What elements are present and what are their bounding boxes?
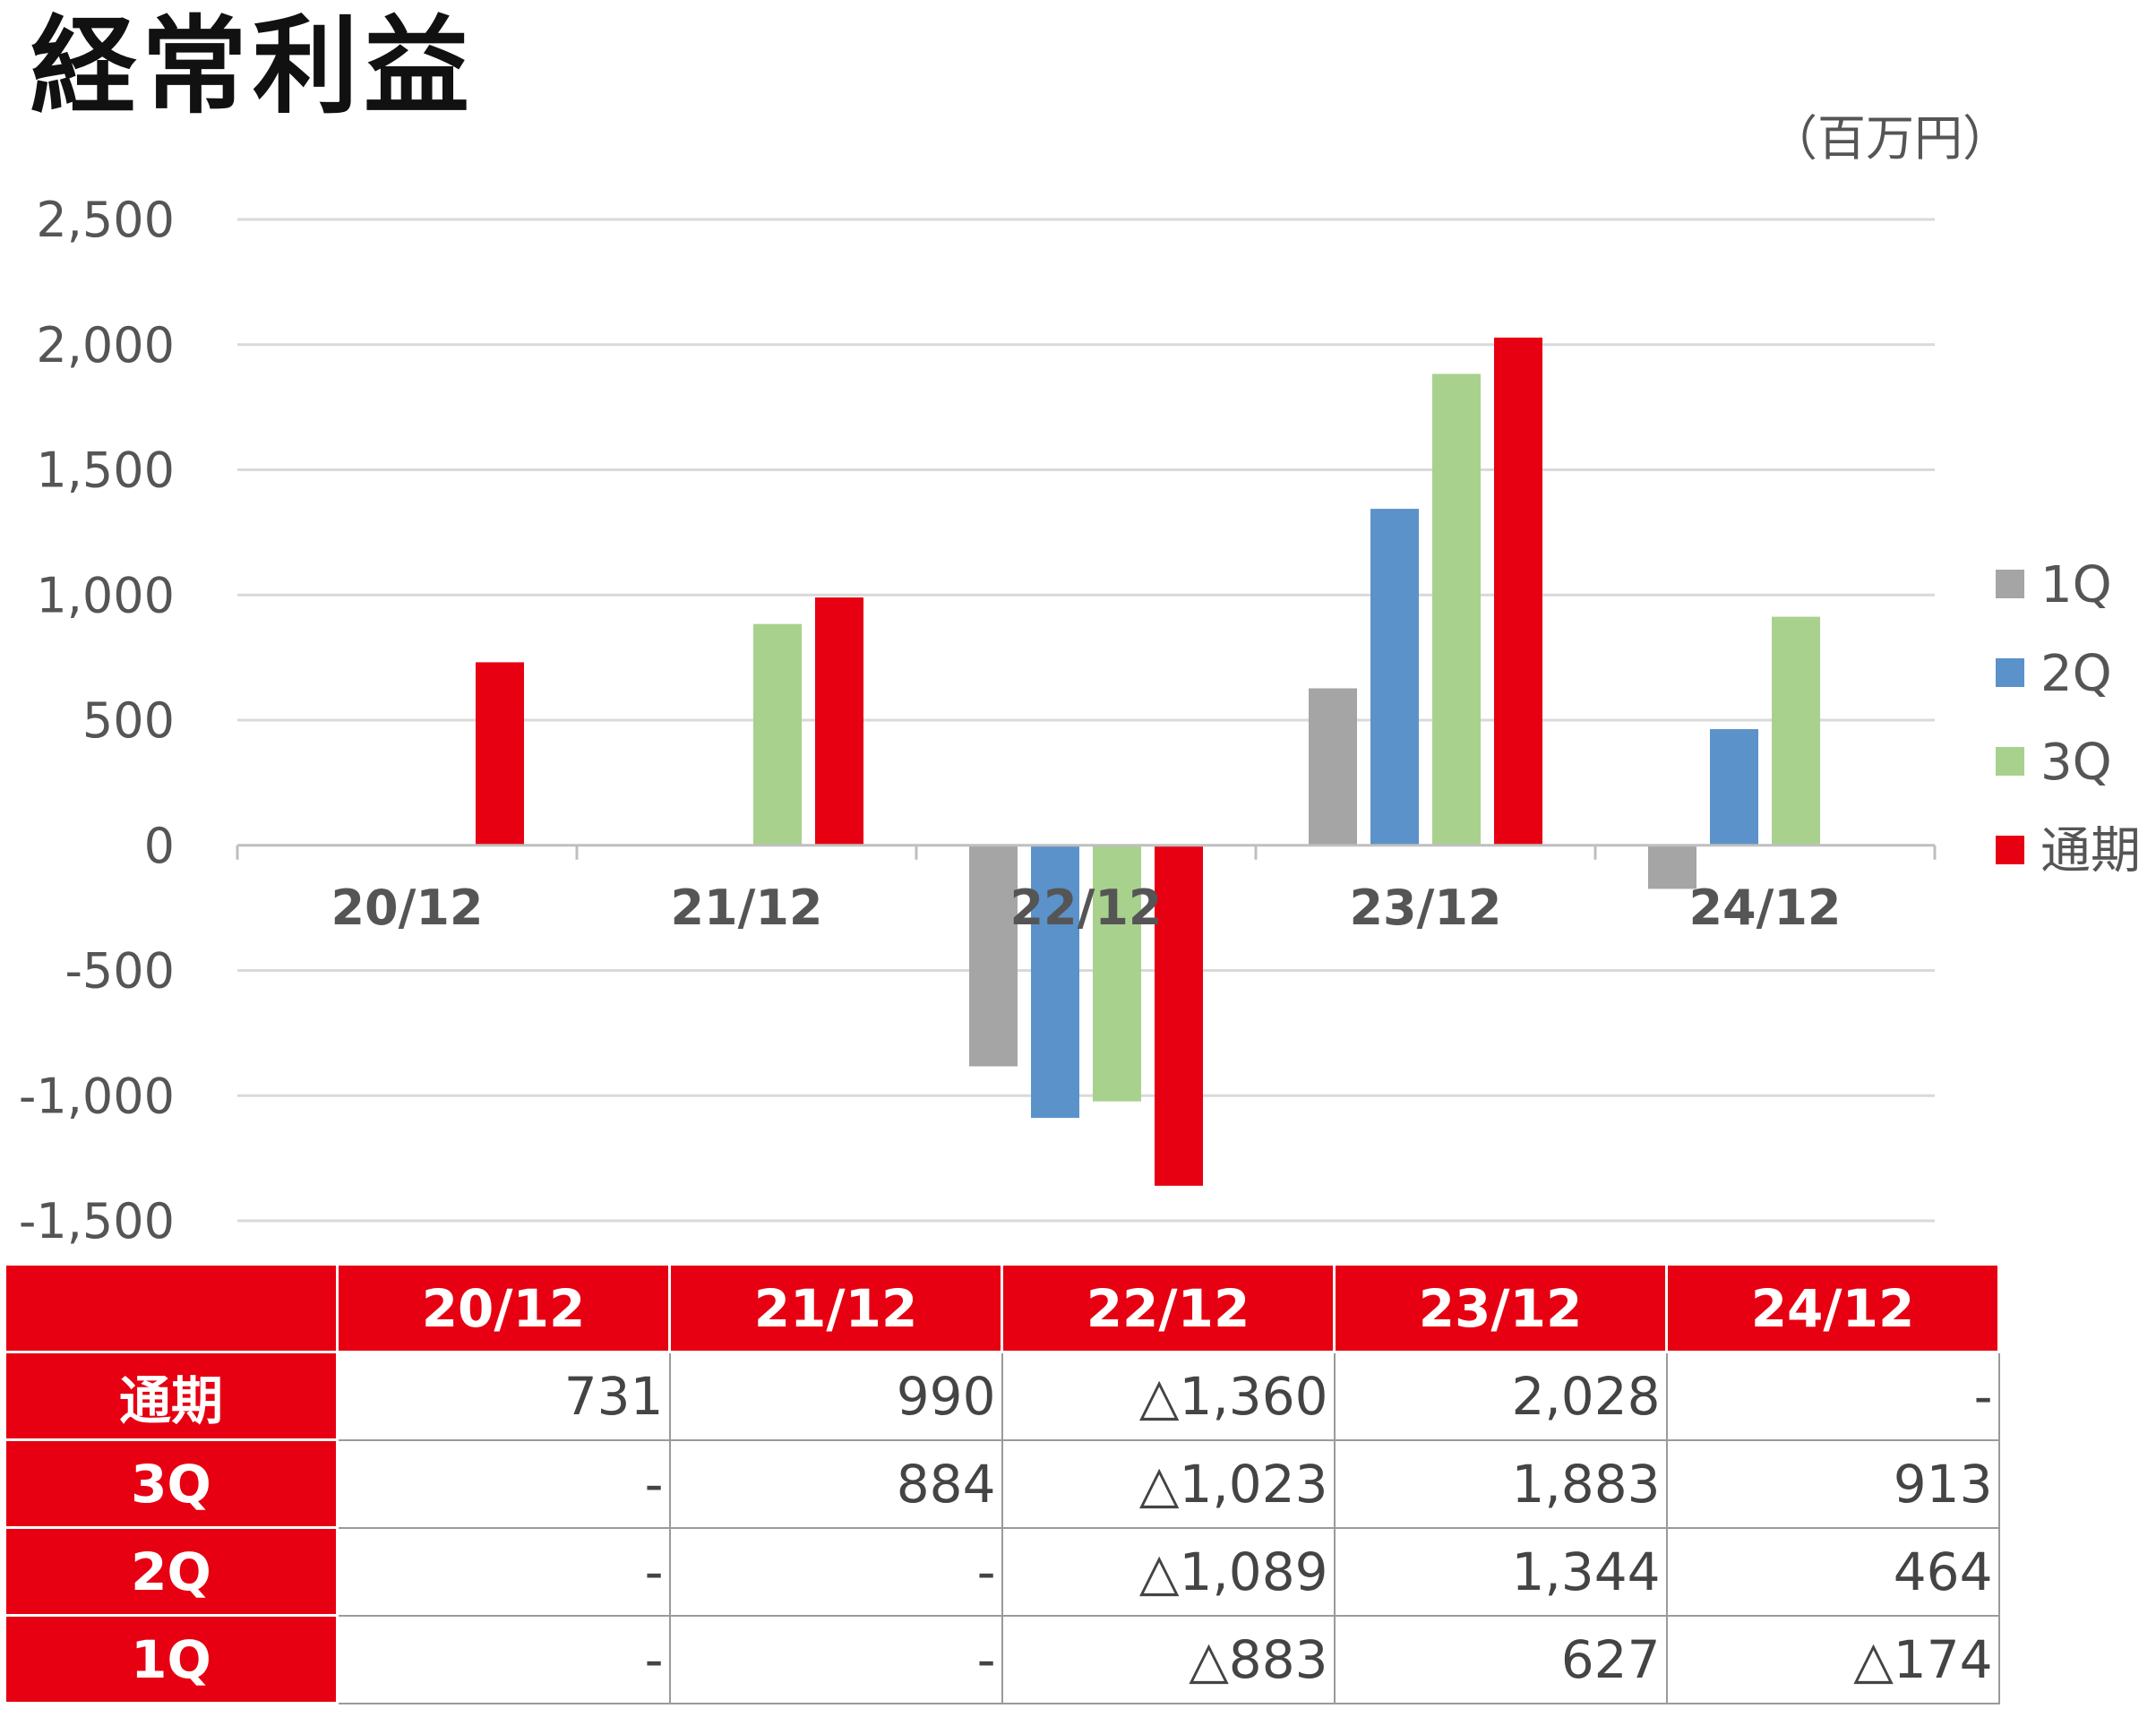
y-tick-label: 2,500 bbox=[36, 192, 175, 248]
legend-swatch bbox=[1996, 570, 2024, 598]
table-cell: 1,883 bbox=[1333, 1438, 1668, 1529]
table-cell: 884 bbox=[668, 1438, 1003, 1529]
table-row: 通期 731 990 △1,360 2,028 - bbox=[4, 1351, 2000, 1441]
bar bbox=[1494, 337, 1542, 846]
chart-title: 経常利益 bbox=[30, 4, 476, 128]
table-cell: △1,023 bbox=[1001, 1438, 1336, 1529]
bar bbox=[753, 623, 802, 846]
bar bbox=[1093, 845, 1141, 1102]
table-row: 2Q - - △1,089 1,344 464 bbox=[4, 1526, 2000, 1617]
table-cell: - bbox=[668, 1526, 1003, 1617]
legend-swatch bbox=[1996, 836, 2024, 864]
table-cell: △174 bbox=[1665, 1614, 2000, 1704]
y-tick-label: 1,500 bbox=[36, 442, 175, 499]
table-row-header: 1Q bbox=[4, 1614, 339, 1704]
table-corner-cell bbox=[4, 1263, 339, 1353]
table-cell: 731 bbox=[336, 1351, 671, 1441]
y-tick-label: 500 bbox=[82, 692, 175, 749]
table-column-header: 21/12 bbox=[668, 1263, 1003, 1353]
table-column-header: 24/12 bbox=[1665, 1263, 2000, 1353]
bar bbox=[1710, 729, 1758, 846]
table-row-header: 2Q bbox=[4, 1526, 339, 1617]
y-tick-label: 2,000 bbox=[36, 317, 175, 373]
legend-swatch bbox=[1996, 658, 2024, 687]
x-tick-label: 24/12 bbox=[1688, 880, 1841, 936]
table-row: 1Q - - △883 627 △174 bbox=[4, 1614, 2000, 1704]
legend-swatch bbox=[1996, 747, 2024, 776]
y-tick-label: 1,000 bbox=[36, 567, 175, 623]
table-column-header: 22/12 bbox=[1001, 1263, 1336, 1353]
table-cell: 627 bbox=[1333, 1614, 1668, 1704]
table-column-header: 23/12 bbox=[1333, 1263, 1668, 1353]
table-cell: △1,089 bbox=[1001, 1526, 1336, 1617]
y-tick-label: -1,500 bbox=[19, 1193, 175, 1249]
table-row: 3Q - 884 △1,023 1,883 913 bbox=[4, 1438, 2000, 1529]
bar bbox=[1772, 616, 1820, 846]
table-cell: 2,028 bbox=[1333, 1351, 1668, 1441]
table-cell: △1,360 bbox=[1001, 1351, 1336, 1441]
table-cell: 990 bbox=[668, 1351, 1003, 1441]
legend-label: 3Q bbox=[2040, 734, 2112, 792]
y-tick-label: -500 bbox=[64, 943, 175, 1000]
bar bbox=[1155, 845, 1203, 1186]
y-tick-label: 0 bbox=[144, 818, 175, 874]
table-header-row: 20/12 21/12 22/12 23/12 24/12 bbox=[4, 1263, 2000, 1353]
bar bbox=[815, 597, 863, 846]
table-row-header: 3Q bbox=[4, 1438, 339, 1529]
y-tick-label: -1,000 bbox=[19, 1068, 175, 1124]
bar bbox=[476, 662, 524, 846]
bar bbox=[1370, 509, 1419, 846]
data-table: 20/12 21/12 22/12 23/12 24/12 通期 731 990… bbox=[4, 1263, 2000, 1704]
x-tick-label: 23/12 bbox=[1349, 880, 1501, 936]
bar bbox=[969, 845, 1018, 1067]
bar bbox=[1031, 845, 1079, 1119]
legend-label: 通期 bbox=[2040, 822, 2141, 880]
table-cell: 1,344 bbox=[1333, 1526, 1668, 1617]
bar bbox=[1309, 688, 1357, 846]
table-cell: - bbox=[336, 1526, 671, 1617]
x-tick-label: 21/12 bbox=[670, 880, 822, 936]
table-cell: △883 bbox=[1001, 1614, 1336, 1704]
bar bbox=[1432, 373, 1481, 846]
legend-label: 2Q bbox=[2040, 645, 2112, 703]
table-cell: - bbox=[336, 1614, 671, 1704]
table-cell: 913 bbox=[1665, 1438, 2000, 1529]
table-row-header: 通期 bbox=[4, 1351, 339, 1441]
x-tick-label: 20/12 bbox=[331, 880, 483, 936]
table-cell: 464 bbox=[1665, 1526, 2000, 1617]
legend-label: 1Q bbox=[2040, 556, 2112, 614]
bar bbox=[1648, 845, 1696, 889]
table-cell: - bbox=[336, 1438, 671, 1529]
x-tick-label: 22/12 bbox=[1009, 880, 1162, 936]
unit-label: （百万円） bbox=[1769, 110, 2011, 167]
table-column-header: 20/12 bbox=[336, 1263, 671, 1353]
table-cell: - bbox=[1665, 1351, 2000, 1441]
table-cell: - bbox=[668, 1614, 1003, 1704]
bar-chart: 2,500 2,000 1,500 1,000 500 0 -500 -1,000 -1,500… bbox=[19, 192, 2141, 1249]
